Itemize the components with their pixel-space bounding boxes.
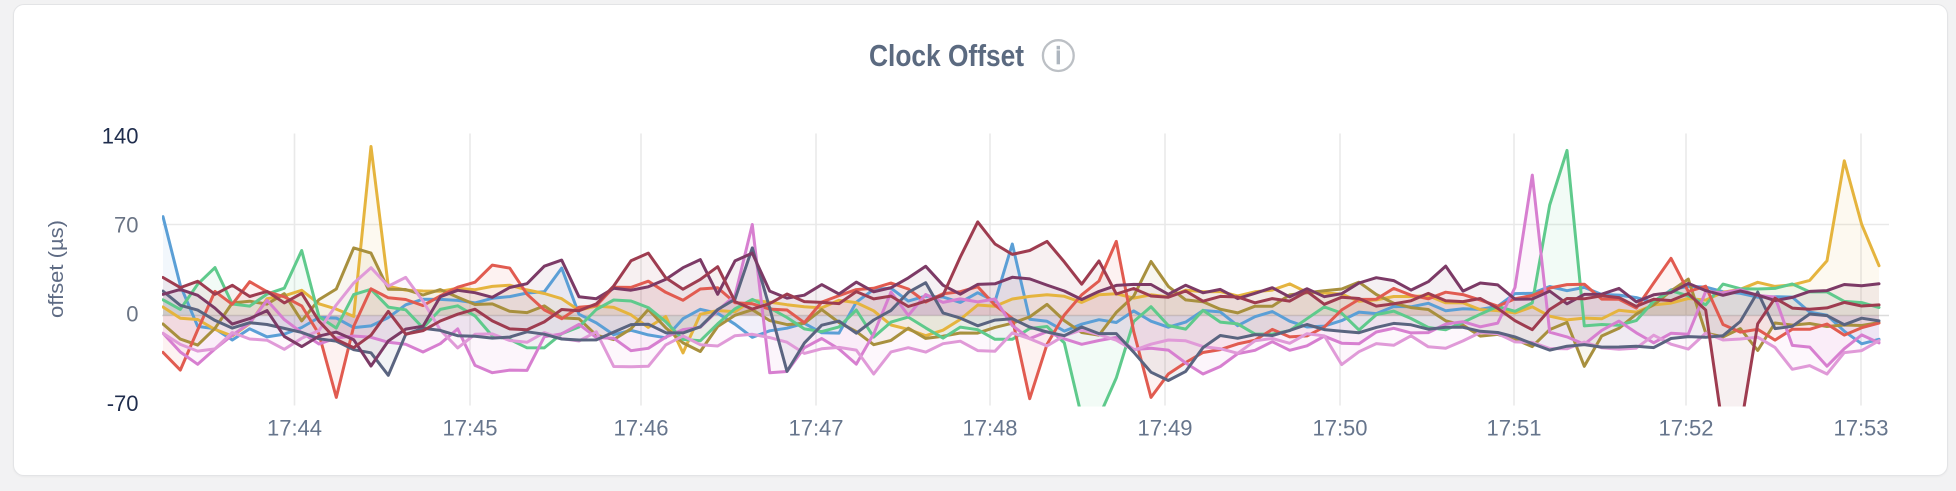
svg-text:17:50: 17:50 xyxy=(1312,416,1367,441)
svg-text:17:45: 17:45 xyxy=(442,416,497,441)
svg-text:0: 0 xyxy=(126,302,138,327)
svg-text:17:48: 17:48 xyxy=(962,416,1017,441)
svg-text:17:44: 17:44 xyxy=(267,416,322,441)
svg-text:17:47: 17:47 xyxy=(788,416,843,441)
svg-text:17:53: 17:53 xyxy=(1833,416,1888,441)
svg-text:-70: -70 xyxy=(107,391,139,416)
svg-text:17:49: 17:49 xyxy=(1137,416,1192,441)
svg-text:17:51: 17:51 xyxy=(1486,416,1541,441)
svg-text:17:46: 17:46 xyxy=(613,416,668,441)
svg-text:offset (µs): offset (µs) xyxy=(46,220,68,318)
svg-text:Clock Offset: Clock Offset xyxy=(869,38,1024,73)
svg-text:140: 140 xyxy=(102,124,139,149)
svg-text:70: 70 xyxy=(114,213,138,238)
svg-text:17:52: 17:52 xyxy=(1658,416,1713,441)
